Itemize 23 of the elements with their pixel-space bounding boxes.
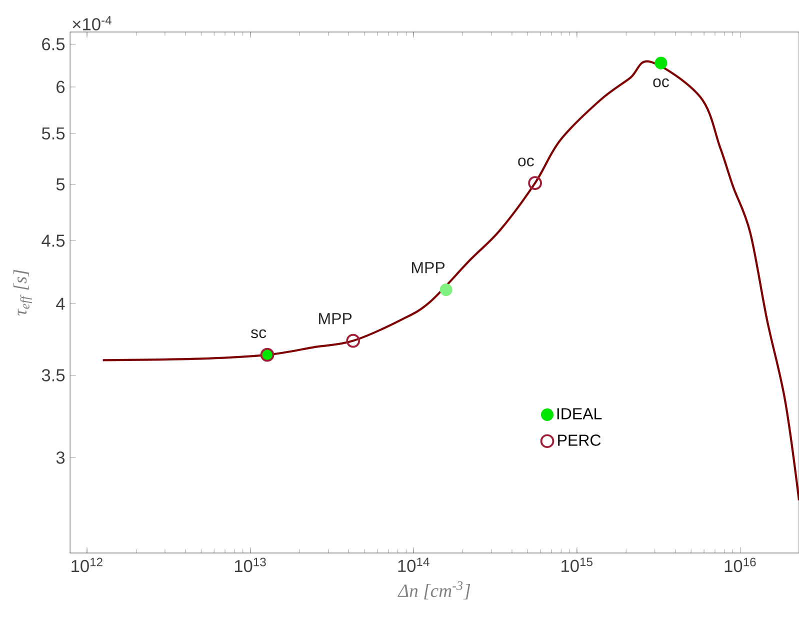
- annotation: sc: [251, 329, 266, 338]
- x-axis-title: Δn [cm$^{-3}$]: [398, 581, 470, 600]
- y-tick-label: 4.5: [42, 234, 65, 247]
- annotation: oc: [653, 78, 669, 88]
- y-tick-label: 6: [56, 80, 65, 94]
- y-tick-label: 5: [56, 178, 65, 190]
- y-tick-label: 3: [56, 451, 65, 464]
- x-tick-label: 10$^{14}$: [398, 558, 430, 572]
- y-tick-label: 4: [56, 298, 65, 310]
- x-tick-label: 10$^{13}$: [234, 558, 266, 572]
- annotation: MPP: [319, 313, 352, 324]
- y-tick-label: 5.5: [42, 127, 65, 140]
- y-axis-title: τ$_{eff}$ [s]: [13, 270, 32, 316]
- annotation: oc: [518, 158, 534, 166]
- legend-label: PERC: [558, 434, 601, 446]
- annotation: MPP: [412, 262, 445, 274]
- legend-label: IDEAL: [557, 408, 602, 420]
- x-tick-label: 10$^{16}$: [724, 558, 756, 572]
- x-tick-label: 10$^{12}$: [72, 558, 102, 572]
- y-tick-label: 6.5: [42, 38, 65, 50]
- text: ×10$^{-4}$: [72, 16, 112, 30]
- y-tick-label: 3.5: [42, 369, 65, 382]
- x-tick-label: 10$^{15}$: [562, 558, 592, 572]
